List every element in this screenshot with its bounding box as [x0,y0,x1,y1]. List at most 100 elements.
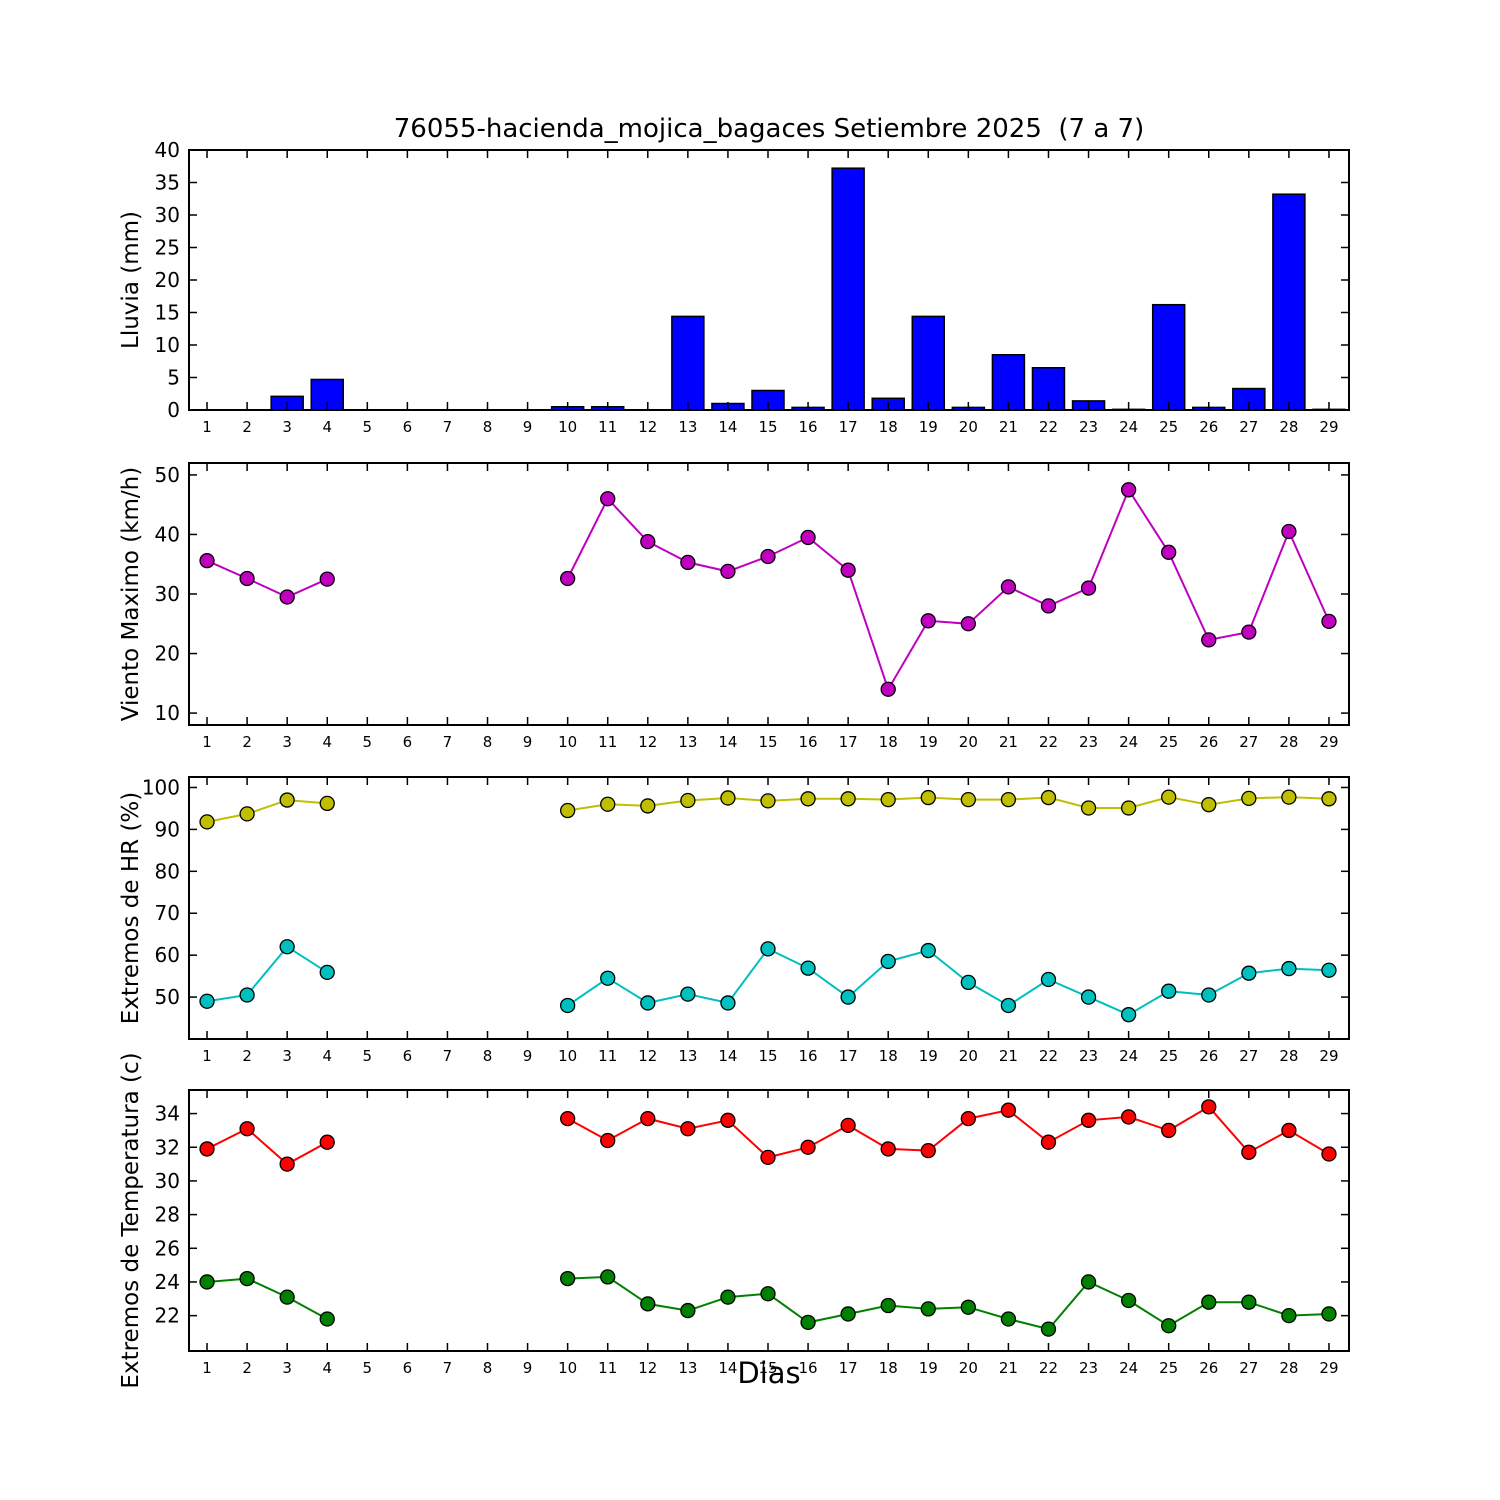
temp_minima-marker-day-22 [1040,1321,1057,1337]
hr_maxima-marker-day-26 [1201,797,1217,813]
x-tick-label: 3 [282,733,292,751]
hr_maxima-marker-day-21 [1000,791,1017,808]
x-tick-label: 2 [242,418,252,436]
x-tick-label: 29 [1319,1359,1338,1377]
y-tick-label: 80 [155,859,180,883]
x-tick-label: 28 [1279,1359,1298,1377]
x-tick-label: 14 [718,1359,737,1377]
x-tick-label: 26 [1199,1047,1218,1065]
x-tick-label: 19 [919,1047,938,1065]
x-tick-label: 13 [678,1359,697,1377]
y-tick-label: 20 [155,642,180,666]
hr_maxima-marker-day-29 [1321,791,1337,807]
viento_maximo-marker-day-4 [319,571,335,587]
temp_minima-marker-day-17 [840,1306,856,1322]
x-tick-label: 21 [999,733,1018,751]
viento_maximo-marker-day-25 [1161,544,1177,560]
x-tick-label: 11 [598,1359,617,1377]
hr_minima-marker-day-14 [720,995,736,1011]
hr_minima-marker-day-13 [680,986,696,1002]
x-tick-label: 1 [202,733,212,751]
temp_minima-marker-day-25 [1161,1318,1177,1334]
x-tick-label: 29 [1319,1047,1338,1065]
temp_minima-marker-day-3 [279,1289,295,1305]
x-tick-label: 25 [1159,418,1178,436]
temp_minima-marker-day-20 [960,1299,976,1315]
x-tick-label: 18 [879,1047,898,1065]
x-tick-label: 18 [879,1359,898,1377]
temp_maxima-marker-day-2 [239,1121,255,1137]
temp_minima-marker-day-21 [1000,1311,1017,1327]
bar-day-25 [1151,303,1186,411]
x-tick-label: 24 [1119,1047,1138,1065]
viento_maximo-marker-day-19 [920,613,936,629]
temp_maxima-marker-day-14 [720,1112,736,1128]
temp_minima-marker-day-15 [760,1286,776,1302]
y-tick-label: 25 [155,236,180,260]
y-tick-label: 24 [155,1270,180,1294]
temp_maxima-marker-day-21 [1000,1102,1017,1118]
x-tick-label: 18 [879,418,898,436]
x-tick-label: 20 [959,733,978,751]
x-tick-label: 8 [483,733,493,751]
temp_minima-marker-day-24 [1120,1292,1137,1309]
hr_minima-marker-day-27 [1241,965,1257,981]
bar-day-13 [671,315,705,411]
figure-title: 76055-hacienda_mojica_bagaces Setiembre … [393,114,1145,144]
hr_maxima-marker-day-13 [680,792,696,809]
x-tick-label: 22 [1039,733,1058,751]
temp_maxima-marker-day-13 [680,1121,696,1137]
viento_maximo-line [206,487,1330,692]
viento_maximo-marker-day-13 [680,554,696,571]
hr_minima-marker-day-1 [199,993,215,1009]
x-tick-label: 7 [443,1047,453,1065]
x-tick-label: 3 [282,418,292,436]
y-tick-label: 22 [155,1304,180,1328]
x-tick-label: 11 [598,418,617,436]
temp_minima-line [206,1275,1330,1331]
temp_maxima-marker-day-28 [1281,1122,1297,1139]
x-tick-label: 6 [403,1359,413,1377]
x-ticks: 1 2 3 4 5 6 7 8 9 10 11 12 13 14 15 16 17 18 19 20 21 22 23 24 2… [202,1090,1339,1377]
x-tick-label: 28 [1279,418,1298,436]
x-tick-label: 7 [443,1359,453,1377]
viento_maximo-marker-day-3 [279,589,295,605]
x-tick-label: 14 [718,1047,737,1065]
x-tick-label: 22 [1039,1359,1058,1377]
temp_maxima-marker-day-24 [1120,1109,1137,1125]
temp_maxima-marker-day-27 [1241,1144,1257,1160]
hr_maxima-marker-day-3 [279,792,295,808]
y-tick-label: 32 [155,1135,180,1159]
x-tick-label: 9 [523,418,533,436]
temp_maxima-marker-day-23 [1080,1112,1097,1128]
temp_maxima-marker-day-1 [199,1141,215,1157]
x-tick-label: 26 [1199,1359,1218,1377]
hr_maxima-marker-day-25 [1161,789,1177,805]
x-tick-label: 27 [1239,418,1258,436]
x-tick-label: 3 [282,1047,292,1065]
viento_maximo-marker-day-12 [640,533,656,550]
x-tick-label: 9 [523,1047,533,1065]
hr_maxima-marker-day-16 [800,791,816,807]
x-tick-label: 17 [839,1359,858,1377]
series-viento_maximo [199,482,1337,697]
x-tick-label: 4 [322,418,332,436]
x-tick-label: 2 [242,733,252,751]
x-tick-label: 10 [558,1047,577,1065]
bar-day-28 [1272,193,1306,411]
x-tick-label: 23 [1079,418,1098,436]
viento_maximo-marker-day-11 [600,491,616,507]
x-tick-label: 4 [322,1047,332,1065]
y-tick-label: 30 [155,582,180,606]
x-tick-label: 24 [1119,1359,1138,1377]
y-tick-label: 90 [155,817,180,841]
hr_maxima-marker-day-19 [920,789,936,806]
x-tick-label: 15 [758,1359,777,1377]
y-tick-label: 0 [167,398,180,422]
x-tick-label: 4 [322,1359,332,1377]
temp_maxima-marker-day-26 [1201,1099,1217,1115]
hr_maxima-marker-day-11 [600,796,616,812]
temp_minima-marker-day-10 [560,1270,576,1287]
axes-frame [188,1089,1350,1352]
hr_minima-marker-day-2 [239,987,255,1003]
